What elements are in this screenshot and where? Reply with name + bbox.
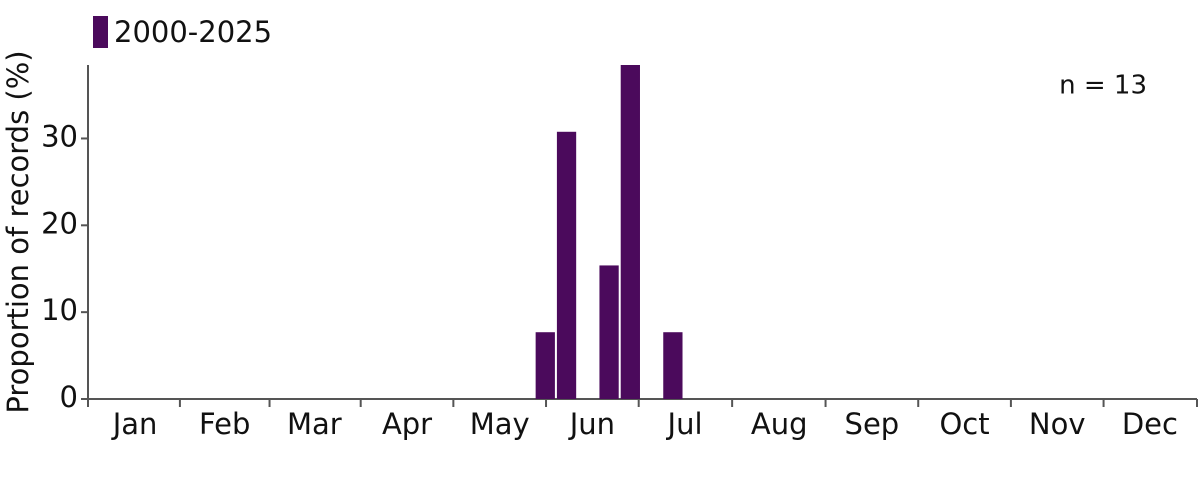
y-axis-label: Proportion of records (%) xyxy=(1,50,35,413)
x-tick-label: Jan xyxy=(111,407,158,441)
bar xyxy=(620,65,640,399)
x-tick-label: Jun xyxy=(568,407,615,441)
x-tick-label: Apr xyxy=(382,407,432,441)
bar xyxy=(535,332,555,399)
x-tick-label: Dec xyxy=(1122,407,1178,441)
y-tick-label: 0 xyxy=(60,380,78,414)
x-tick-label: Oct xyxy=(939,407,989,441)
legend-swatch xyxy=(93,16,108,48)
x-tick-label: Aug xyxy=(751,407,808,441)
bar xyxy=(663,332,683,399)
bar xyxy=(599,265,619,399)
x-tick-label: Mar xyxy=(287,407,342,441)
bar xyxy=(556,131,577,399)
x-tick-label: Nov xyxy=(1029,407,1086,441)
legend-label: 2000-2025 xyxy=(114,15,272,49)
x-tick-label: Jul xyxy=(666,407,703,441)
y-tick-label: 30 xyxy=(41,119,78,153)
y-tick-label: 20 xyxy=(41,206,78,240)
x-tick-label: Feb xyxy=(199,407,250,441)
x-tick-label: May xyxy=(470,407,530,441)
annotation: n = 13 xyxy=(1059,71,1147,101)
x-tick-label: Sep xyxy=(845,407,900,441)
y-tick-label: 10 xyxy=(41,293,78,327)
